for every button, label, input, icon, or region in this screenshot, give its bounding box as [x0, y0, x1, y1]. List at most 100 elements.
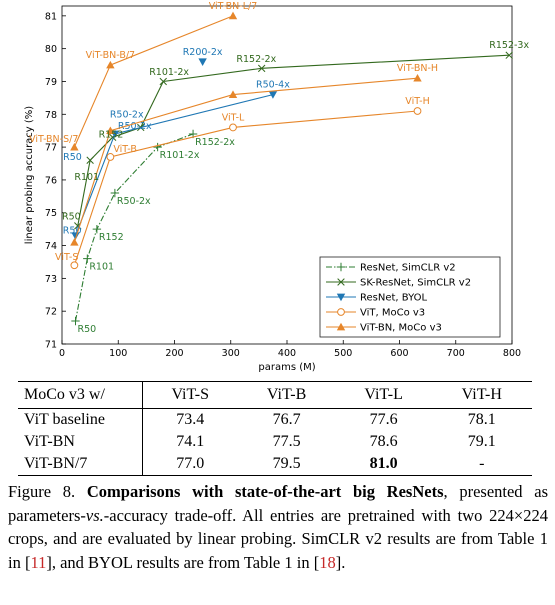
data-point	[268, 91, 278, 99]
data-point	[413, 73, 422, 82]
legend-marker	[336, 322, 346, 331]
point-label: ViT-H	[405, 96, 429, 107]
point-label: R152-2x	[195, 137, 235, 148]
data-point	[153, 142, 162, 152]
table-cell: 78.1	[467, 411, 496, 428]
point-label: R101	[89, 262, 114, 273]
point-label: ViT-BN-B/7	[86, 50, 135, 61]
row-label: ViT-BN	[18, 431, 143, 453]
citation-link[interactable]: 11	[30, 552, 47, 572]
header-cell: MoCo v3 w/	[18, 381, 143, 409]
legend-label: ViT, MoCo v3	[360, 308, 425, 319]
data-point	[70, 261, 79, 270]
point-label: R50-2x	[117, 196, 151, 207]
data-point	[257, 64, 266, 73]
extra-label: R101-2x	[149, 67, 189, 78]
table-cell: 74.1	[176, 433, 205, 450]
extra-label: R152-2x	[236, 54, 276, 65]
legend-marker	[336, 293, 346, 302]
caption-text: -accuracy trade-off. All entries are pre…	[8, 505, 548, 572]
table-cell: 77.6	[369, 411, 398, 428]
data-point	[83, 254, 92, 263]
data-point	[229, 123, 237, 132]
table-cell: 73.4	[176, 411, 205, 428]
point-label: R152	[99, 232, 124, 243]
x-axis-label: params (M)	[258, 362, 315, 373]
table-cell: 78.6	[369, 433, 398, 450]
table-cell: 77.0	[142, 453, 238, 476]
citation-link[interactable]: 18	[319, 552, 336, 572]
y-tick-label: 72	[45, 307, 57, 318]
point-label: R50	[78, 324, 97, 335]
legend-label: ResNet, SimCLR v2	[360, 263, 456, 274]
table-cell: 77.5	[272, 433, 301, 450]
legend-label: SK-ResNet, SimCLR v2	[360, 278, 471, 289]
extra-label: R50	[62, 211, 81, 222]
data-point	[159, 77, 167, 86]
y-tick-label: 74	[45, 241, 57, 252]
extra-label: R50-2x	[110, 110, 144, 121]
x-tick-label: 300	[222, 348, 240, 359]
caption-title: Comparisons with state-of-the-art big Re…	[86, 482, 444, 501]
y-tick-label: 71	[45, 340, 57, 351]
point-label: R50	[63, 226, 82, 237]
data-point	[71, 316, 80, 326]
y-tick-label: 81	[45, 11, 57, 22]
x-tick-label: 200	[165, 348, 183, 359]
point-label: ViT-BN-H	[397, 63, 438, 74]
series-line-4	[73, 77, 418, 243]
data-point	[106, 153, 115, 161]
y-tick-label: 78	[45, 110, 57, 121]
point-label: R50-4x	[256, 80, 290, 91]
table-cell: 76.7	[272, 411, 301, 428]
row-label: ViT baseline	[18, 408, 143, 431]
table-cell: 79.5	[237, 453, 336, 476]
header-cell: ViT-S	[142, 381, 238, 409]
table-cell: 79.1	[467, 433, 496, 450]
y-tick-label: 73	[45, 274, 57, 285]
y-axis-label: linear probing accuracy (%)	[24, 106, 35, 245]
series-line-5	[73, 15, 234, 148]
table-row: ViT baseline 73.4 76.7 77.6 78.1	[18, 408, 532, 431]
point-label: ViT-BN-L/7	[209, 1, 258, 12]
x-tick-label: 600	[390, 348, 408, 359]
x-tick-label: 100	[109, 348, 127, 359]
header-cell: ViT-B	[237, 381, 336, 409]
caption-text: ].	[335, 552, 346, 572]
table-cell: -	[431, 453, 532, 476]
point-label: R50-2x	[118, 121, 152, 132]
data-point	[70, 238, 79, 246]
figure-caption: Figure 8. Comparisons with state-of-the-…	[8, 480, 548, 574]
y-tick-label: 75	[45, 208, 57, 219]
point-label: R152-3x	[489, 40, 529, 51]
legend-marker	[336, 262, 346, 272]
table-header-row: MoCo v3 w/ ViT-S ViT-B ViT-L ViT-H	[18, 381, 532, 409]
y-tick-label: 76	[45, 175, 57, 186]
y-tick-label: 77	[45, 143, 57, 154]
extra-label: R50	[63, 152, 82, 163]
x-tick-label: 700	[447, 348, 465, 359]
series-line-3	[73, 110, 418, 266]
data-point	[71, 232, 80, 240]
extra-label: R101	[74, 172, 99, 183]
y-tick-label: 79	[45, 77, 57, 88]
table-cell-best: 81.0	[335, 453, 432, 476]
point-label: ViT-L	[222, 112, 245, 123]
chart: 0 100 200 300 400 500 600 700 800 71 72 73 74 75 76 77 7…	[24, 1, 529, 373]
row-label: ViT-BN/7	[18, 453, 143, 476]
header-cell: ViT-H	[431, 381, 532, 409]
caption-text: , presented as parameters-	[8, 482, 549, 525]
data-point	[106, 60, 115, 69]
data-point	[110, 188, 120, 198]
point-label: ViT-S	[55, 252, 78, 263]
data-point	[70, 142, 79, 151]
caption-text: ], and BYOL results are from Table 1 in …	[46, 552, 320, 572]
point-label: ViT-BN-S/7	[29, 134, 78, 145]
data-point	[228, 11, 238, 20]
x-tick-label: 400	[278, 348, 296, 359]
data-point	[228, 90, 238, 98]
caption-vs: vs.	[85, 505, 104, 525]
data-point	[505, 51, 513, 59]
data-point	[413, 107, 422, 115]
data-point	[92, 224, 102, 234]
